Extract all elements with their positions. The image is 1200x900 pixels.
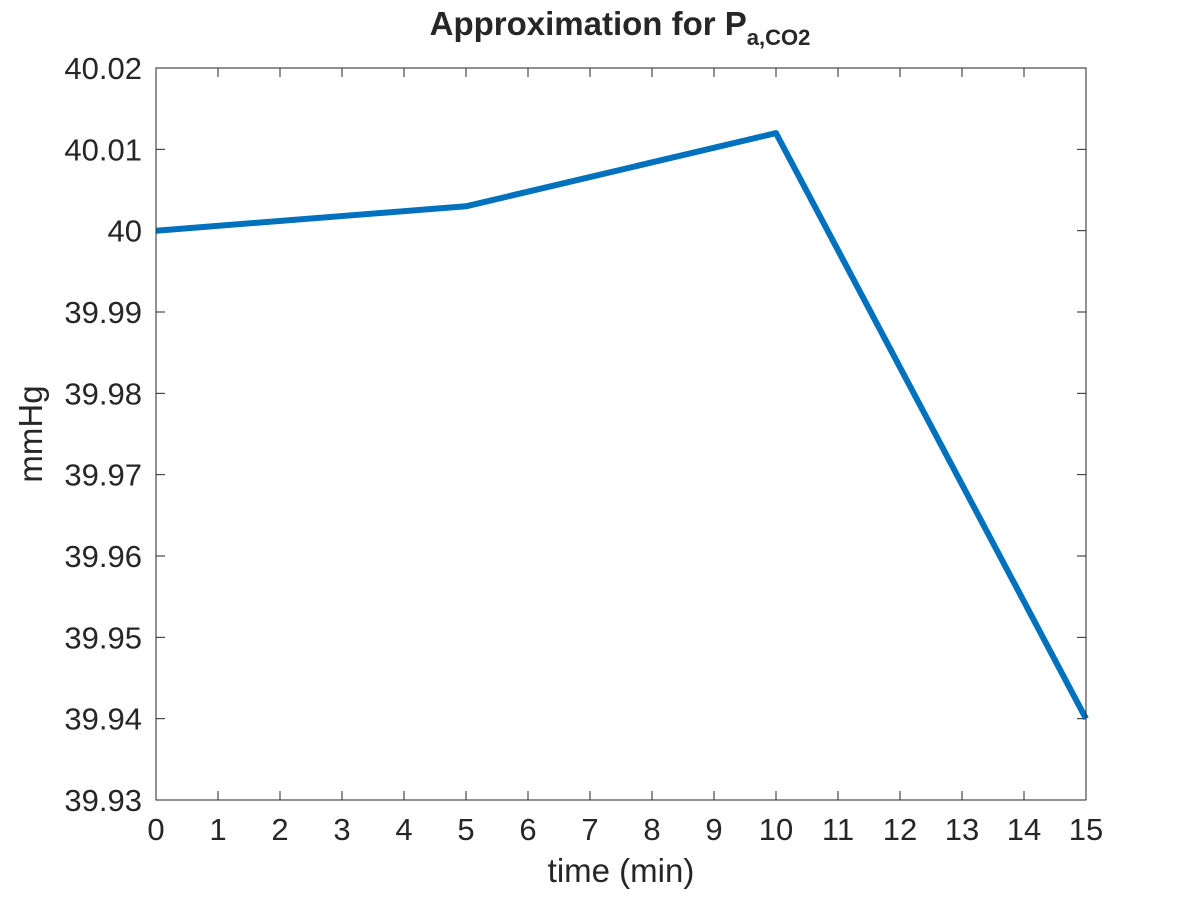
x-tick-label: 8	[643, 812, 660, 847]
x-tick-label: 7	[581, 812, 598, 847]
x-tick-label: 5	[457, 812, 474, 847]
chart-title-subscript: a,CO2	[747, 25, 811, 50]
x-axis-label: time (min)	[548, 852, 695, 889]
axes-box	[155, 67, 1087, 801]
x-tick-label: 13	[945, 812, 979, 847]
x-tick-label: 6	[519, 812, 536, 847]
series-line	[155, 130, 1089, 721]
y-tick-label: 40.02	[64, 51, 142, 86]
x-tick-label: 12	[883, 812, 917, 847]
x-tick-label: 1	[209, 812, 226, 847]
x-tick-label: 15	[1069, 812, 1103, 847]
x-tick-label: 3	[333, 812, 350, 847]
plot-background	[156, 68, 1086, 800]
chart-title: Approximation for Pa,CO2	[430, 5, 811, 50]
x-tick-label: 10	[759, 812, 793, 847]
chart-title-main: Approximation for P	[430, 5, 747, 42]
y-tick-label: 39.96	[64, 539, 142, 574]
plot-area	[156, 68, 1086, 800]
y-tick-label: 39.94	[64, 702, 142, 737]
x-tick-label: 9	[705, 812, 722, 847]
y-tick-label: 40	[108, 214, 142, 249]
y-tick-label: 40.01	[64, 132, 142, 167]
y-tick-label: 39.97	[64, 458, 142, 493]
x-tick-label: 0	[147, 812, 164, 847]
y-tick-label: 39.93	[64, 783, 142, 818]
x-tick-label: 14	[1007, 812, 1041, 847]
x-tick-label: 11	[822, 812, 854, 847]
x-tick-label: 2	[271, 812, 288, 847]
y-tick-label: 39.99	[64, 295, 142, 330]
y-axis-ticks: 39.93 39.94 39.95 39.96 39.97 39.98 39.99 40 40.…	[64, 51, 1086, 818]
x-axis-ticks: 0 1 2 3 4 5 6 7 8 9 10 11 12 13 14 15	[147, 68, 1103, 847]
y-axis-label: mmHg	[12, 385, 49, 482]
y-tick-label: 39.95	[64, 620, 142, 655]
x-tick-label: 4	[395, 812, 412, 847]
y-tick-label: 39.98	[64, 376, 142, 411]
